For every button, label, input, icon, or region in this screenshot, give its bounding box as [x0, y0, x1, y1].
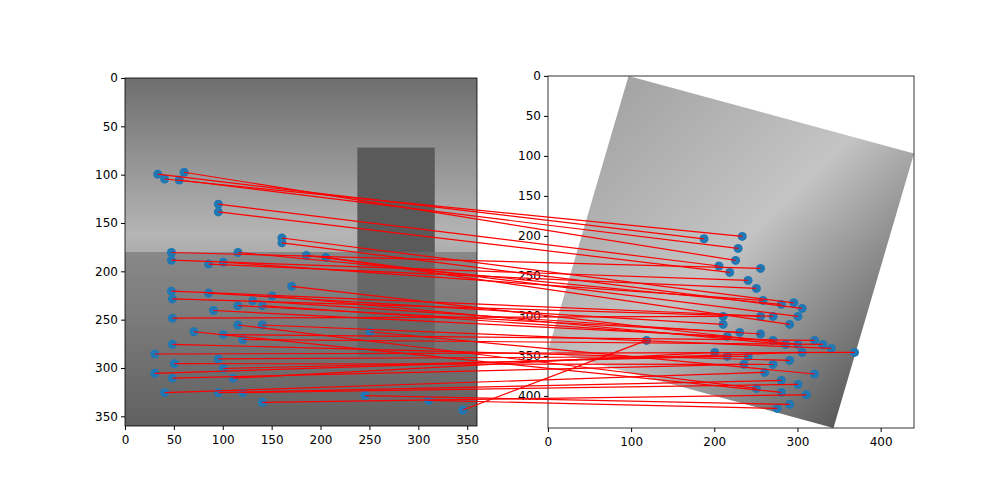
match-line — [238, 325, 756, 388]
match-line — [218, 212, 729, 273]
y-tick — [544, 76, 548, 77]
x-tick-label: 100 — [212, 433, 235, 447]
y-tick — [121, 126, 125, 127]
image — [125, 78, 477, 426]
match-line — [243, 339, 823, 344]
y-tick-label: 400 — [518, 389, 541, 403]
x-tick — [174, 426, 175, 430]
x-tick-label: 250 — [358, 433, 381, 447]
match-line — [155, 352, 802, 373]
match-line — [370, 332, 815, 374]
match-line — [262, 325, 831, 348]
x-tick — [797, 428, 798, 432]
x-tick-label: 350 — [456, 433, 479, 447]
y-tick — [121, 368, 125, 369]
x-tick-label: 400 — [870, 435, 893, 449]
x-tick-label: 150 — [261, 433, 284, 447]
match-line — [429, 400, 778, 408]
y-tick-label: 100 — [518, 149, 541, 163]
match-line — [218, 380, 781, 392]
x-tick — [714, 428, 715, 432]
y-tick — [121, 78, 125, 79]
frame — [125, 78, 477, 426]
axes: 0100200300400050100150200250300350400 — [518, 69, 914, 449]
y-tick-label: 0 — [533, 69, 541, 83]
figure: 0 50 100 150 200 250 300 350 0 50 100 150 200 250 300 3… — [0, 0, 1000, 500]
x-tick-label: 300 — [407, 433, 430, 447]
y-tick-label: 350 — [95, 410, 118, 424]
match-line — [179, 180, 738, 248]
y-tick — [121, 320, 125, 321]
y-tick — [544, 156, 548, 157]
x-tick — [369, 426, 370, 430]
y-tick-label: 100 — [95, 168, 118, 182]
y-tick-label: 150 — [518, 189, 541, 203]
y-tick — [121, 175, 125, 176]
match-line — [253, 301, 761, 334]
match-line — [238, 252, 781, 304]
y-tick — [544, 396, 548, 397]
x-tick — [125, 426, 126, 430]
match-line — [184, 172, 735, 260]
matches — [155, 172, 855, 410]
plot-area — [125, 78, 477, 426]
x-tick — [881, 428, 882, 432]
y-tick-label: 300 — [95, 361, 118, 375]
match-line — [282, 238, 794, 303]
x-tick — [467, 426, 468, 430]
match-line — [171, 260, 748, 280]
y-tick — [544, 116, 548, 117]
x-tick-label: 200 — [703, 435, 726, 449]
x-tick — [223, 426, 224, 430]
y-tick-label: 0 — [110, 71, 118, 85]
x-tick — [272, 426, 273, 430]
y-tick-label: 50 — [526, 109, 541, 123]
x-tick-label: 200 — [310, 433, 333, 447]
x-tick — [631, 428, 632, 432]
x-tick — [321, 426, 322, 430]
y-tick — [121, 271, 125, 272]
y-tick-label: 200 — [95, 265, 118, 279]
y-tick — [544, 236, 548, 237]
x-tick-label: 0 — [545, 435, 553, 449]
x-tick-label: 50 — [167, 433, 182, 447]
y-tick — [544, 196, 548, 197]
match-line — [194, 332, 781, 393]
x-tick-label: 100 — [620, 435, 643, 449]
y-tick — [121, 223, 125, 224]
x-tick-label: 300 — [787, 435, 810, 449]
match-line — [218, 204, 719, 266]
match-line — [172, 344, 789, 360]
x-tick-label: 0 — [122, 433, 130, 447]
y-tick-label: 250 — [95, 313, 118, 327]
y-tick-label: 50 — [103, 120, 118, 134]
y-tick — [121, 416, 125, 417]
x-tick — [418, 426, 419, 430]
x-tick — [548, 428, 549, 432]
y-tick-label: 150 — [95, 216, 118, 230]
